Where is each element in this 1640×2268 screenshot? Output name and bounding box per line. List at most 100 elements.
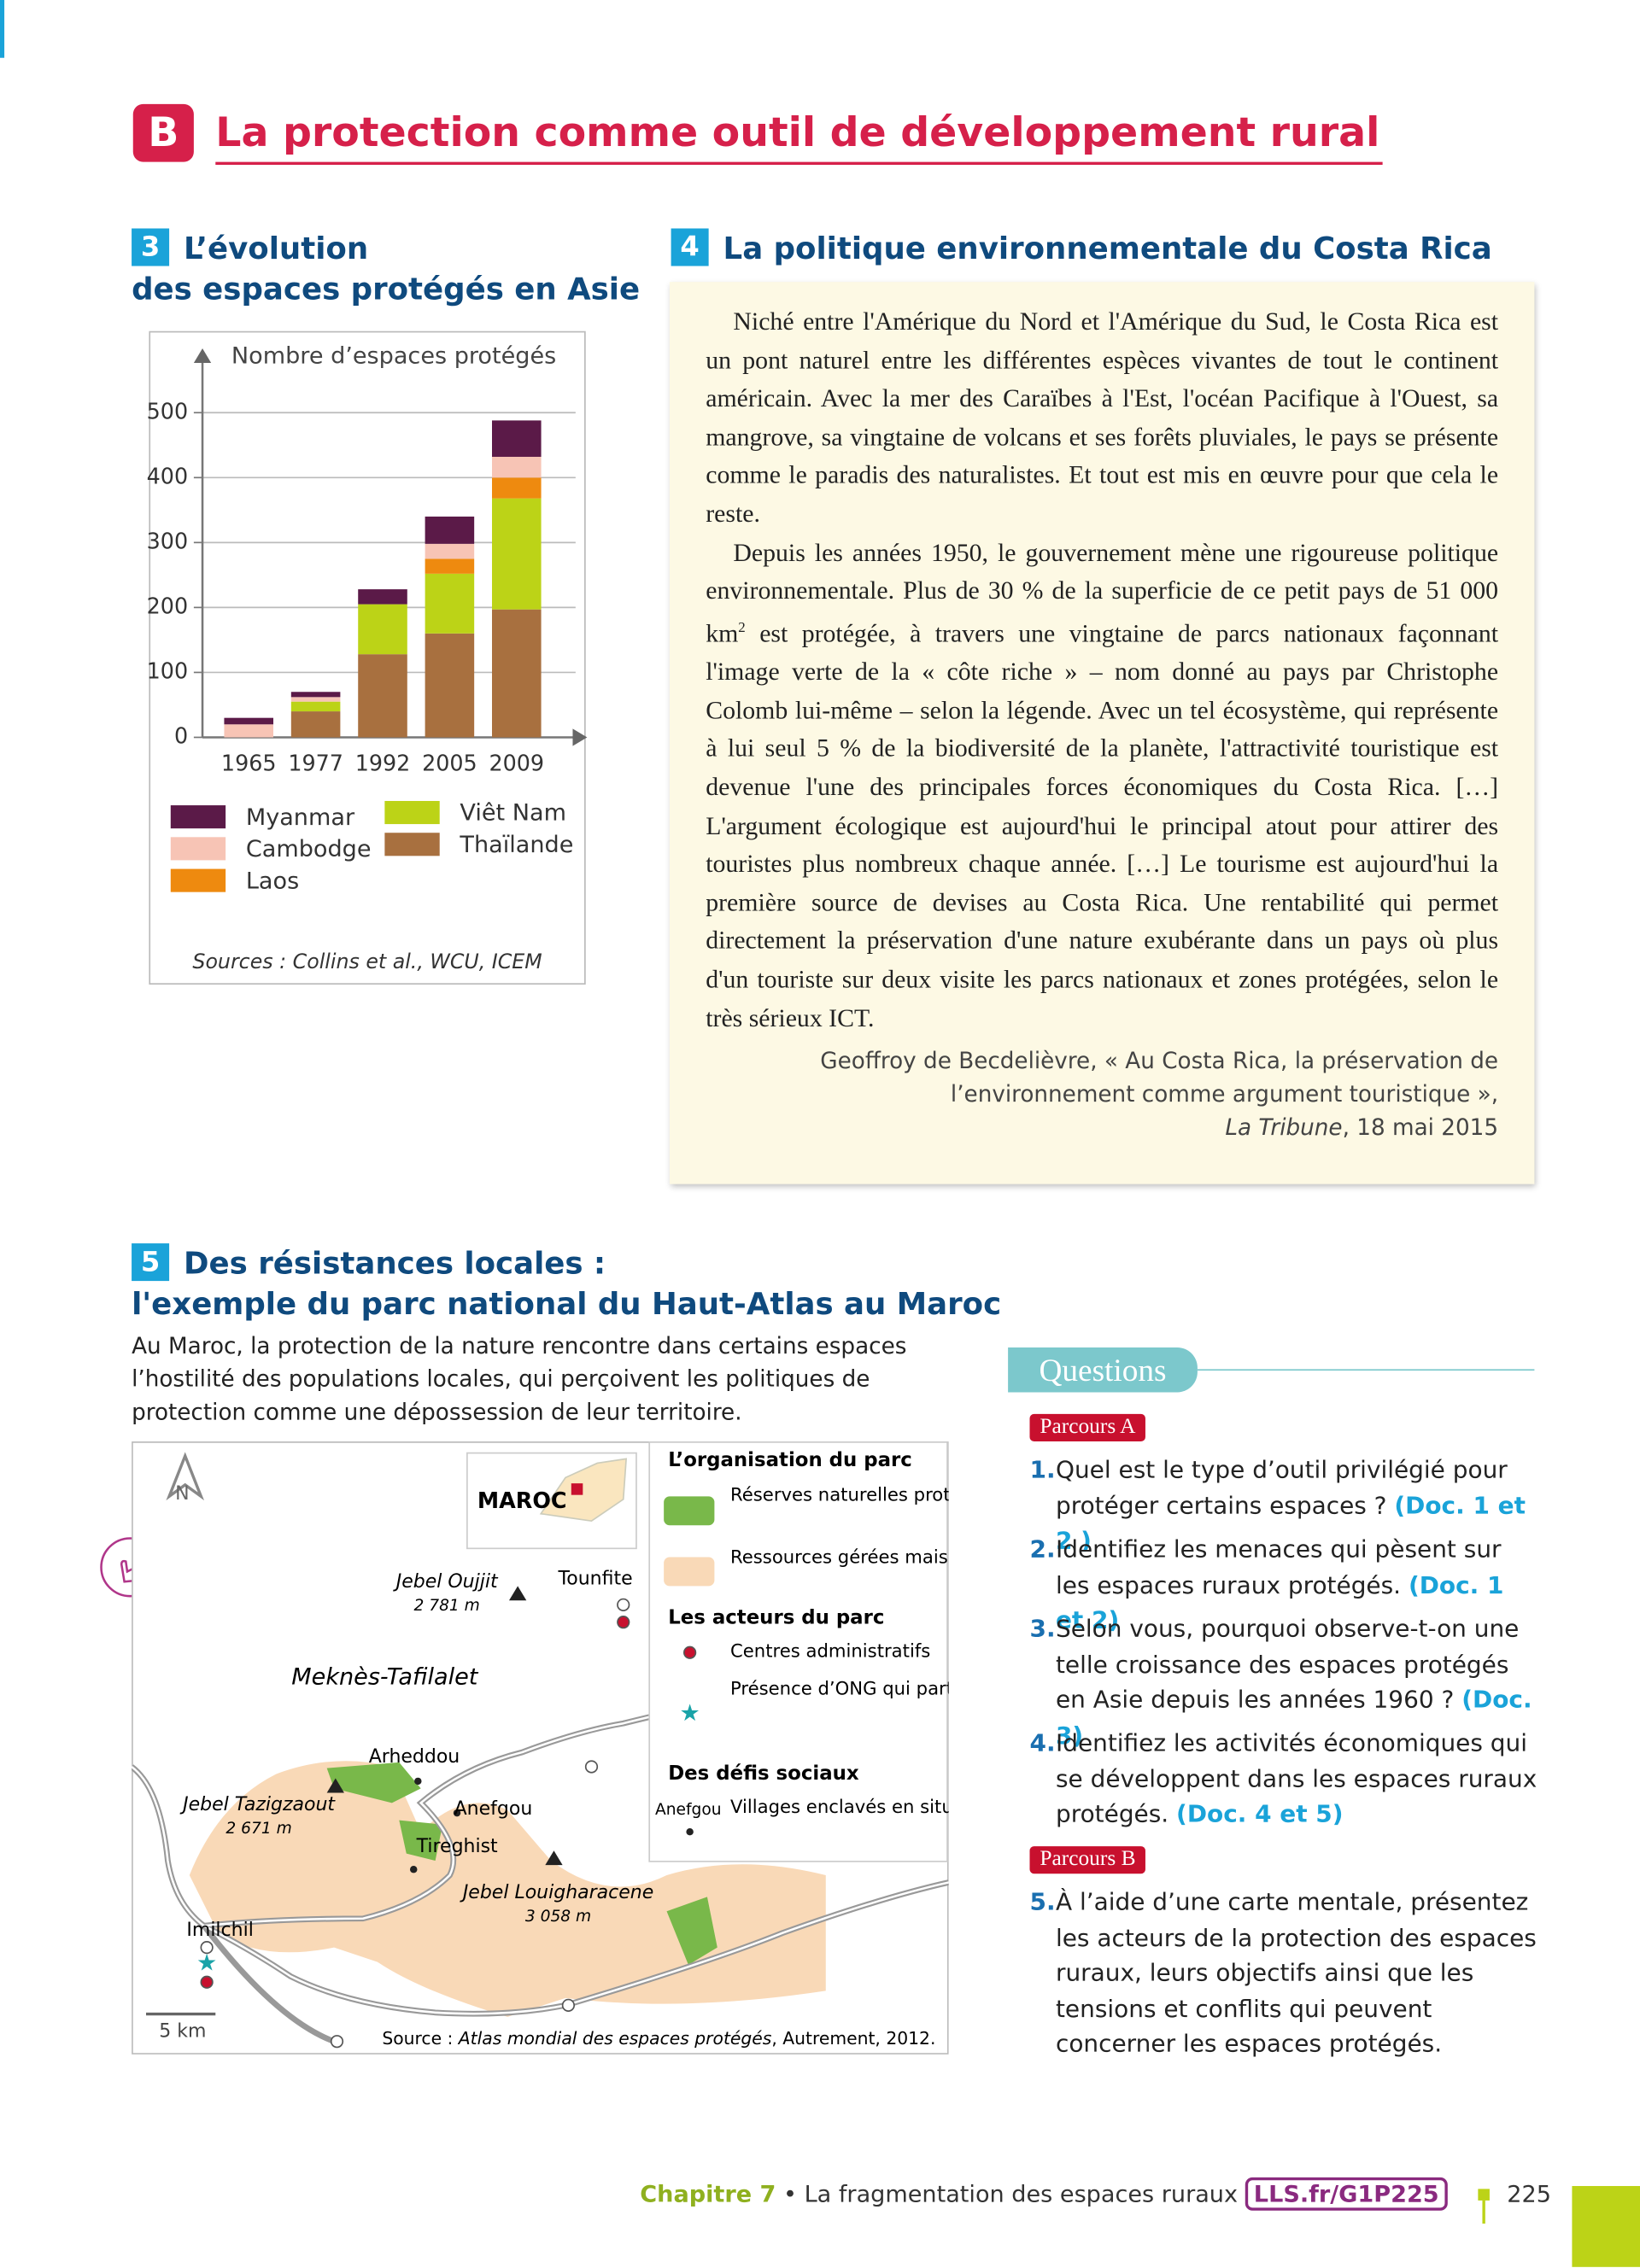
y-tick-label: 500: [147, 398, 188, 424]
inset-label: MAROC: [477, 1488, 567, 1513]
question: 5. À l’aide d’une carte mentale, présente…: [1030, 1885, 1539, 2062]
legend-label: Thaïlande: [459, 832, 573, 858]
question-text: Identifiez les menaces qui pèsent sur le…: [1030, 1533, 1539, 1639]
footer-chapter: Chapitre 7: [640, 2180, 776, 2208]
citation-publication: La Tribune: [1225, 1114, 1343, 1142]
bar-segment: [491, 477, 542, 499]
x-tick-label: 1992: [355, 751, 411, 776]
place-label: 2 781 m: [414, 1597, 480, 1615]
legend-item: Villages enclavés en situation de précar…: [730, 1796, 949, 1817]
place-label: 3 058 m: [525, 1908, 591, 1926]
bar-segment: [358, 604, 407, 655]
chart-frame: [149, 330, 586, 985]
place-label: Anefgou: [454, 1798, 533, 1820]
question-text: Quel est le type d’outil privilégié pour…: [1030, 1453, 1539, 1559]
citation-date: , 18 mai 2015: [1342, 1114, 1499, 1142]
question-number: 4.: [1029, 1728, 1056, 1757]
question-body: Quel est le type d’outil privilégié pour…: [1055, 1455, 1508, 1519]
legend-swatch: [170, 837, 226, 861]
legend-label: Viêt Nam: [460, 800, 566, 827]
questions-heading: Questions: [1008, 1347, 1198, 1393]
question-text: Selon vous, pourquoi observe-t-on une te…: [1030, 1612, 1539, 1754]
bar-segment: [358, 654, 407, 738]
place-label: Imilchil: [186, 1920, 253, 1941]
legend-swatch: [384, 833, 440, 856]
legend-item: Ressources gérées mais moins protégées: [730, 1546, 949, 1567]
bar-segment: [224, 724, 273, 738]
reserve: [666, 1897, 718, 1965]
question-number: 3.: [1029, 1615, 1056, 1643]
section-letter: B: [132, 103, 194, 162]
legend-item: Réserves naturelles protégées: [730, 1483, 949, 1505]
question: 4. Identifiez les activités économiques q…: [1030, 1727, 1539, 1833]
legend-swatch: [384, 800, 440, 825]
scale-label: 5 km: [159, 2021, 206, 2043]
map-source: Source : Atlas mondial des espaces proté…: [382, 2028, 935, 2049]
y-axis-label: Nombre d’espaces protégés: [231, 343, 556, 370]
y-tick-label: 0: [174, 722, 188, 748]
question: 1. Quel est le type d’outil privilégié po…: [1030, 1453, 1539, 1559]
bar-segment: [290, 697, 341, 702]
legend-heading: Des défis sociaux: [668, 1762, 859, 1785]
legend-item: Présence d’ONG qui participent à la gest…: [730, 1677, 949, 1698]
doc4-text: Niché entre l'Amérique du Nord et l'Amér…: [706, 302, 1498, 1037]
question-number: 1.: [1029, 1455, 1056, 1484]
question-number: 5.: [1029, 1888, 1056, 1916]
map: ★ N MAROC Meknès-Tafilalet Jebel Oujjit 2…: [132, 1441, 949, 2055]
footer-chapter-title: La fragmentation des espaces ruraux: [804, 2180, 1239, 2208]
doc3-number: 3: [132, 228, 170, 266]
legend-swatch: [170, 805, 226, 829]
questions-rule: [1197, 1369, 1535, 1371]
doc4-box: Niché entre l'Amérique du Nord et l'Amér…: [669, 282, 1535, 1184]
y-axis-arrow: [193, 348, 212, 363]
doc4-title: 4 La politique environnementale du Costa …: [671, 228, 1492, 269]
reserve: [399, 1820, 443, 1862]
place-label: Jebel Oujjit: [393, 1571, 499, 1593]
question-body: Identifiez les activités économiques qui…: [1055, 1728, 1538, 1828]
bar-segment: [290, 692, 341, 698]
bar-segment: [290, 701, 341, 712]
y-tick-label: 300: [147, 528, 188, 553]
chart: Nombre d’espaces protégés Sources : Coll…: [147, 330, 588, 985]
place-label: Jebel Tazigzaout: [179, 1794, 336, 1815]
doc5-title-line: Des résistances locales :: [184, 1246, 606, 1282]
place-label: 2 671 m: [226, 1820, 291, 1838]
parcours-tag: Parcours A: [1029, 1413, 1146, 1442]
x-axis-arrow: [572, 728, 588, 746]
citation-author: Geoffroy de Becdelièvre, « Au Costa Rica…: [820, 1048, 1499, 1108]
question-text: À l’aide d’une carte mentale, présentez …: [1030, 1885, 1539, 2062]
x-tick-label: 2009: [489, 751, 544, 776]
bar-segment: [491, 420, 542, 457]
superscript: 2: [738, 619, 746, 636]
section-title: La protection comme outil de développeme…: [215, 104, 1383, 166]
page-number: 225: [1507, 2180, 1551, 2208]
svg-text:★: ★: [679, 1700, 700, 1727]
place-label: Tireghist: [416, 1836, 498, 1857]
bar-segment: [491, 498, 542, 610]
legend-swatch: [170, 868, 226, 892]
legend-item: Anefgou: [655, 1801, 722, 1819]
doc5-intro: Au Maroc, la protection de la nature ren…: [132, 1333, 907, 1426]
question-ref: (Doc. 4 et 5): [1176, 1799, 1344, 1828]
managed-area: [189, 1761, 826, 2017]
doc3-title-line: L’évolution: [184, 231, 369, 266]
bar-segment: [425, 543, 475, 559]
bar-segment: [491, 609, 542, 738]
y-tick-label: 100: [147, 658, 188, 683]
bar-segment: [425, 573, 475, 634]
text-run: Niché entre l'Amérique du Nord et l'Amér…: [706, 306, 1499, 528]
bar-segment: [358, 589, 407, 605]
y-tick-label: 200: [147, 593, 188, 618]
x-tick-label: 1965: [221, 751, 277, 776]
question-text: Identifiez les activités économiques qui…: [1030, 1727, 1539, 1833]
footer-link[interactable]: LLS.fr/G1P225: [1245, 2177, 1448, 2211]
doc4-title-text: La politique environnementale du Costa R…: [723, 231, 1492, 266]
question-body: Selon vous, pourquoi observe-t-on une te…: [1055, 1615, 1520, 1714]
doc5-number: 5: [132, 1243, 170, 1282]
doc3-title: 3 L’évolution des espaces protégés en Asie: [132, 228, 640, 310]
bar-segment: [425, 633, 475, 738]
page-tab: [1572, 2185, 1640, 2267]
question-body: À l’aide d’une carte mentale, présentez …: [1055, 1888, 1537, 2058]
